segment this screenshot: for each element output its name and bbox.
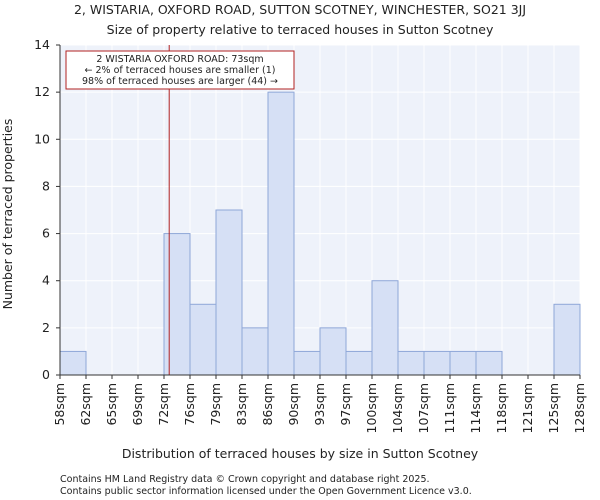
bar-111sqm <box>449 350 477 376</box>
x-tick-label: 86sqm <box>260 383 275 426</box>
y-tick-label: 2 <box>42 320 50 335</box>
x-tick-label: 128sqm <box>572 383 587 433</box>
y-axis-label: Number of terraced properties <box>0 119 15 310</box>
x-tick-label: 97sqm <box>338 383 353 426</box>
annotation-box <box>65 50 295 90</box>
y-tick-label: 8 <box>42 178 50 193</box>
y-tick-label: 0 <box>42 367 50 382</box>
bars <box>59 91 581 376</box>
x-tick-label: 107sqm <box>416 383 431 433</box>
axes <box>56 44 581 379</box>
bar-104sqm <box>397 350 425 376</box>
annotation-line-2: ← 2% of terraced houses are smaller (1) <box>85 65 276 76</box>
x-tick-label: 118sqm <box>494 383 509 433</box>
y-tick-labels: 0 2 4 6 8 10 12 14 <box>34 37 50 382</box>
x-tick-label: 69sqm <box>130 383 145 426</box>
bar-83sqm <box>241 327 269 376</box>
bar-86sqm <box>267 91 295 376</box>
annotation-line-3: 98% of terraced houses are larger (44) → <box>82 76 278 87</box>
x-tick-label: 72sqm <box>156 383 171 426</box>
bar-76sqm <box>189 303 217 376</box>
x-tick-label: 79sqm <box>208 383 223 426</box>
y-tick-label: 12 <box>34 84 50 99</box>
x-tick-label: 121sqm <box>520 383 535 433</box>
x-tick-label: 104sqm <box>390 383 405 433</box>
x-tick-label: 100sqm <box>364 383 379 433</box>
y-tick-label: 14 <box>34 37 50 52</box>
x-tick-label: 62sqm <box>78 383 93 426</box>
bar-93sqm <box>319 327 347 376</box>
bar-97sqm <box>345 350 373 376</box>
x-tick-label: 65sqm <box>104 383 119 426</box>
x-tick-label: 93sqm <box>312 383 327 426</box>
y-tick-label: 4 <box>42 273 50 288</box>
x-tick-label: 114sqm <box>468 383 483 433</box>
bar-107sqm <box>423 350 451 376</box>
bar-114sqm <box>475 350 503 376</box>
y-tick-label: 10 <box>34 131 50 146</box>
bar-72sqm <box>163 233 191 376</box>
bar-125sqm <box>553 303 581 376</box>
footer-licence: Contains public sector information licen… <box>60 486 472 497</box>
marker-annotation: 2 WISTARIA OXFORD ROAD: 73sqm ← 2% of te… <box>65 50 295 90</box>
x-axis-label: Distribution of terraced houses by size … <box>122 446 479 461</box>
annotation-line-1: 2 WISTARIA OXFORD ROAD: 73sqm <box>96 54 263 65</box>
bar-58sqm <box>59 350 87 376</box>
x-tick-label: 90sqm <box>286 383 301 426</box>
x-tick-label: 58sqm <box>52 383 67 426</box>
gridlines <box>59 44 581 376</box>
x-tick-label: 76sqm <box>182 383 197 426</box>
bar-79sqm <box>215 209 243 376</box>
x-tick-label: 111sqm <box>442 383 457 433</box>
y-tick-label: 6 <box>42 226 50 241</box>
x-tick-label: 125sqm <box>546 383 561 433</box>
chart-title: 2, WISTARIA, OXFORD ROAD, SUTTON SCOTNEY… <box>74 2 526 17</box>
chart-subtitle: Size of property relative to terraced ho… <box>107 22 494 37</box>
footer-copyright: Contains HM Land Registry data © Crown c… <box>60 474 430 485</box>
bar-90sqm <box>293 350 321 376</box>
x-tick-label: 83sqm <box>234 383 249 426</box>
x-tick-labels: 58sqm 62sqm 65sqm 69sqm 72sqm 76sqm 79sqm 83sqm… <box>52 383 587 433</box>
bar-100sqm <box>371 280 399 376</box>
